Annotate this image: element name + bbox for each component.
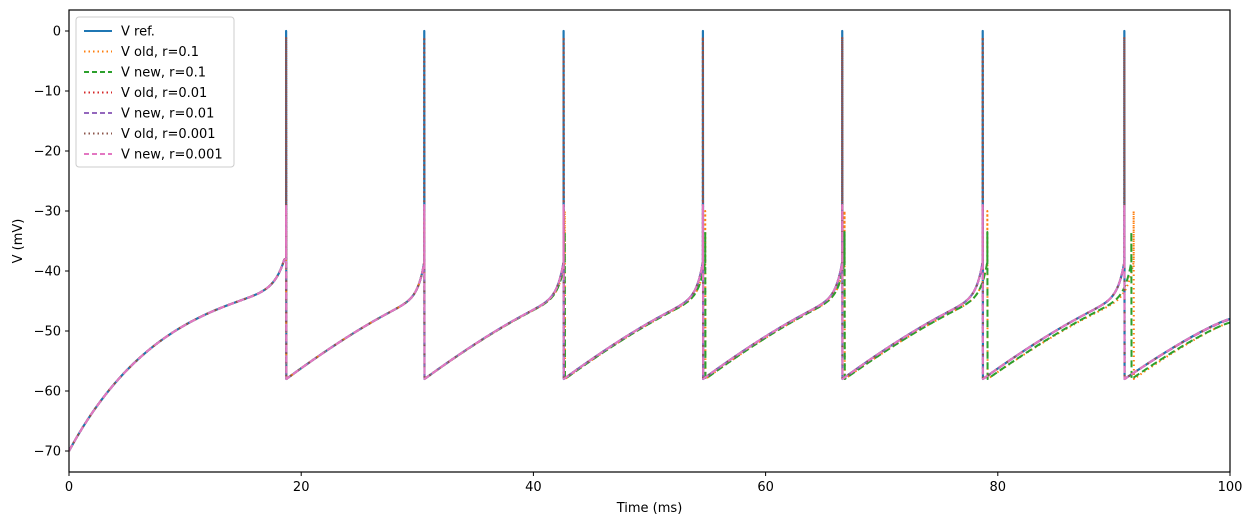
x-tick-label: 80 (990, 480, 1007, 495)
x-axis-label: Time (ms) (616, 501, 683, 516)
axes-frame (68, 9, 1231, 473)
y-tick-label: −50 (34, 325, 61, 340)
y-tick-label: −70 (34, 445, 61, 460)
legend-label: V ref. (121, 25, 155, 40)
y-tick-label: −30 (34, 205, 61, 220)
x-tick-label: 100 (1218, 480, 1243, 495)
legend-label: V old, r=0.01 (121, 86, 207, 101)
y-tick-label: −20 (34, 145, 61, 160)
y-tick-label: 0 (53, 25, 61, 40)
y-axis-ticks: 0 −10 −20 −30 −40 −50 −60 −70 (34, 25, 69, 460)
legend-label: V new, r=0.1 (121, 66, 206, 81)
series-line-7 (69, 204, 1230, 452)
x-tick-label: 20 (293, 480, 310, 495)
x-tick-label: 60 (757, 480, 774, 495)
legend-label: V new, r=0.001 (121, 148, 223, 163)
legend-label: V old, r=0.1 (121, 45, 199, 60)
legend-box (75, 16, 235, 168)
legend-label: V old, r=0.001 (121, 127, 216, 142)
y-axis-label: V (mV) (11, 219, 26, 264)
legend-label: V new, r=0.01 (121, 107, 214, 122)
y-tick-label: −60 (34, 385, 61, 400)
y-tick-label: −10 (34, 85, 61, 100)
series-layer (69, 29, 1230, 452)
x-tick-label: 0 (65, 480, 73, 495)
y-tick-label: −40 (34, 265, 61, 280)
legend: V ref. V old, r=0.1 V new, r=0.1 V old, r=0… (75, 16, 235, 168)
legend-entries: V ref. V old, r=0.1 V new, r=0.1 V old, r=0… (84, 25, 223, 163)
x-tick-label: 40 (525, 480, 542, 495)
plot-area (69, 29, 1230, 452)
x-axis-ticks: 0 20 40 60 80 100 (65, 472, 1243, 495)
